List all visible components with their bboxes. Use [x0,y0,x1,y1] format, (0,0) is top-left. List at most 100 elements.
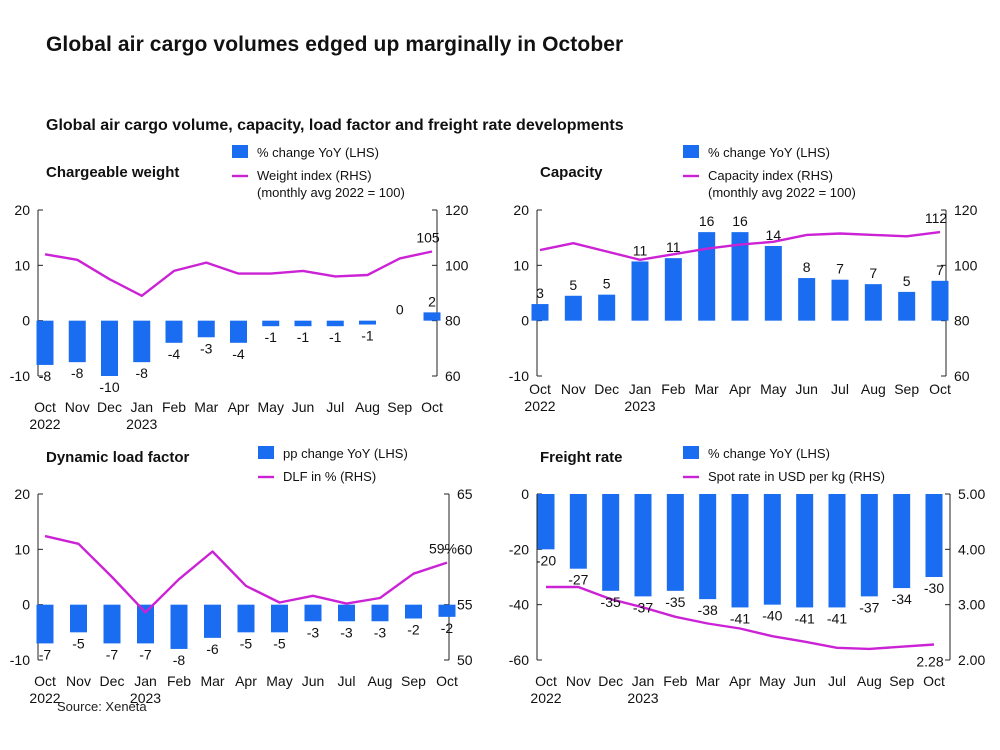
chart4-bar [634,494,652,597]
chart2-category-label: Jul [831,381,849,397]
chart1-right-tick-label: 60 [445,368,461,384]
chart3-category-label: Dec [100,673,125,689]
chart3-bar [371,604,389,622]
chart2-left-tick-label: 20 [513,202,529,218]
chart1-bar-label: -1 [329,329,342,345]
chart4-category-label: Sep [889,673,914,689]
chart1-category-label: Aug [355,399,380,415]
chart2-right-tick-label: 120 [954,202,978,218]
chart3-bar [70,604,87,633]
chart1-bar-label: 0 [396,302,404,318]
chart4-category-label: Apr [729,673,751,689]
chart4-legend-bar-swatch [683,446,699,459]
chart2-bar [931,280,949,321]
chart4-bar-label: -27 [568,572,588,588]
chart2-series-line [539,230,941,261]
chart3-left-tick-label: 10 [14,541,30,557]
chart2-bar-label: 16 [699,213,715,229]
chart3-left-tick-label: 0 [22,597,30,613]
chart3-bar [204,604,221,638]
chart3-category-label: Sep [401,673,426,689]
chart1-bar [68,320,86,363]
chart2-category-label: Jan [629,381,652,397]
chart3-year-label: 2023 [130,690,161,706]
chart4-title: Freight rate [540,449,623,466]
chart1-bar [326,320,344,327]
chart1-right-tick-label: 100 [445,257,469,273]
chart1-title: Chargeable weight [46,164,179,181]
chart3-category-label: Jun [302,673,325,689]
chart1-bar [165,320,183,343]
chart4-bar-label: -37 [859,599,879,615]
chart4-category-label: Dec [598,673,623,689]
chart1-bar-label: -8 [39,368,52,384]
chart3-right-tick-label: 55 [457,597,473,613]
chart2-bar-label: 14 [766,227,782,243]
chart1-legend-line-label-cont: (monthly avg 2022 = 100) [257,185,405,200]
chart3-bar-label: -7 [39,646,52,662]
chart1-left-tick-label: 20 [14,202,30,218]
chart4-category-label: Jul [828,673,846,689]
chart3-category-label: Jul [338,673,356,689]
chart1-left-tick-label: 10 [14,257,30,273]
chart3-bar [170,604,188,649]
chart3-legend-line-label: DLF in % (RHS) [283,469,376,484]
chart1-right-tick-label: 80 [445,313,461,329]
chart1-category-label: Jan [130,399,153,415]
chart2-category-label: Sep [894,381,919,397]
chart3-left-tick-label: -10 [10,652,30,668]
chart3-category-label: Mar [200,673,224,689]
chart1-bar [133,320,151,363]
chart1-category-label: Mar [194,399,218,415]
chart2-category-label: Jun [795,381,818,397]
chart2-legend-bar-label: % change YoY (LHS) [708,145,830,160]
chart4-bar-label: -38 [698,602,718,618]
chart2-right-tick-label: 80 [954,313,970,329]
chart4-bar [731,494,749,608]
chart4-bar-label: -35 [601,594,621,610]
chart4-series-line [546,585,935,651]
chart4-bar [925,494,943,577]
chart2-bar [598,294,616,321]
chart2-bar-label: 5 [569,277,577,293]
chart4-bar [569,494,587,569]
chart3-legend-bar-label: pp change YoY (LHS) [283,446,408,461]
chart2-bar [831,279,849,321]
chart4-category-label: Nov [566,673,591,689]
chart2-category-label: Oct [529,381,551,397]
chart1-category-label: Oct [34,399,56,415]
chart3-bar [237,604,255,633]
chart4-legend-bar-label: % change YoY (LHS) [708,446,830,461]
chart4-category-label: Oct [535,673,557,689]
chart4-category-label: Jun [793,673,816,689]
chart2-bar-label: 7 [936,262,944,278]
chart3-category-label: Aug [368,673,393,689]
chart3-bar-label: -6 [206,641,219,657]
chart4-bar [537,494,555,550]
chart3-line-end-label: 59% [429,541,457,557]
chart1-category-label: Dec [97,399,122,415]
chart3-category-label: Oct [34,673,56,689]
chart4-right-tick-label: 4.00 [958,541,985,557]
chart3-right-tick-label: 60 [457,541,473,557]
chart4-category-label: Aug [857,673,882,689]
chart4-left-tick-label: 0 [521,486,529,502]
chart3-category-label: Apr [235,673,257,689]
chart2-bar-label: 5 [903,273,911,289]
chart1-bar [294,320,312,327]
chart4-left-tick-label: -40 [509,597,529,613]
chart2-right-tick-label: 100 [954,257,978,273]
chart2-bar [531,304,549,321]
chart4-bar-label: -37 [633,599,653,615]
chart1-bar-label: -1 [297,329,310,345]
chart1-legend-bar-label: % change YoY (LHS) [257,145,379,160]
chart4-bar-label: -30 [924,580,944,596]
chart3-bar [304,604,322,622]
chart4-bar [828,494,846,608]
chart1-bar [197,320,215,338]
chart4-category-label: Feb [663,673,687,689]
chart3-bar-label: -8 [173,652,186,668]
chart4-line-end-label: 2.28 [916,654,943,670]
chart3-right-tick-label: 65 [457,486,473,502]
